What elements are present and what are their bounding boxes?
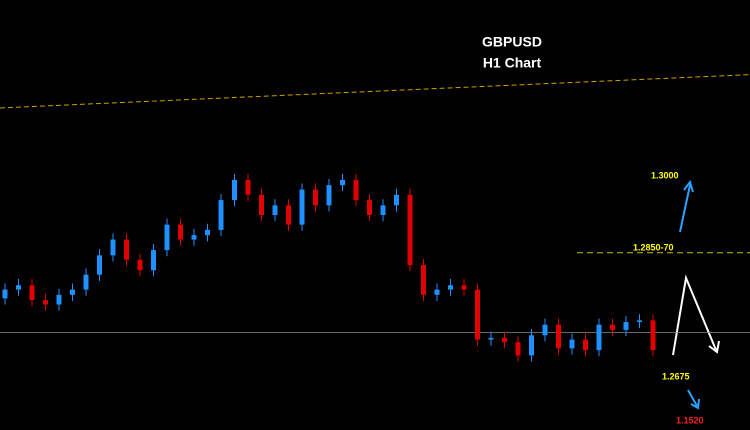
arrows [672, 179, 720, 410]
candle-body [407, 194, 413, 266]
zigzag-arrow [672, 274, 720, 356]
candle-body [164, 224, 170, 251]
candle-body [205, 229, 210, 236]
candle-body [232, 179, 237, 201]
candle-body [97, 255, 102, 275]
candle-body [650, 320, 656, 351]
candle-body [569, 339, 575, 349]
candle-body [70, 289, 75, 295]
candle-body [475, 289, 480, 340]
target-label: 1.3000 [651, 170, 679, 180]
candle-body [326, 185, 332, 206]
candle-body [529, 335, 534, 356]
candle-body [137, 259, 143, 271]
candle-body [515, 342, 521, 356]
candle-body [637, 320, 642, 323]
candle-body [542, 324, 548, 336]
candle-body [367, 200, 372, 215]
candle-body [2, 289, 8, 299]
candle-body [29, 285, 35, 301]
candle-body [583, 339, 588, 351]
candle-body [299, 189, 305, 225]
candle-body [43, 300, 48, 305]
candle-body [502, 337, 507, 343]
candle-body [488, 337, 494, 340]
chart-title: GBPUSD [482, 34, 542, 50]
candle-body [610, 324, 615, 330]
candle-body [110, 239, 116, 256]
down-arrow [687, 389, 700, 410]
candle-body [191, 235, 197, 240]
candle-body [380, 205, 386, 215]
candle-body [56, 294, 62, 305]
candle-body [556, 324, 561, 349]
candle-body [218, 200, 224, 230]
up-arrow [679, 179, 694, 233]
candle-body [353, 179, 359, 201]
candle-body [623, 322, 629, 330]
candle-body [448, 285, 453, 290]
resistance-label: 1.2850-70 [633, 242, 674, 252]
candle-body [313, 189, 318, 206]
chart-subtitle: H1 Chart [483, 55, 542, 71]
candle-body [461, 285, 467, 290]
candle-body [151, 250, 156, 271]
support-label: 1.1520 [676, 415, 704, 425]
support-label: 1.2675 [662, 371, 690, 381]
candle-body [16, 285, 21, 290]
candle-body [394, 194, 399, 206]
candle-body [259, 194, 264, 215]
candle-body [124, 239, 129, 260]
candle-body [434, 289, 440, 295]
candle-body [178, 224, 183, 240]
candle-body [245, 179, 251, 195]
candle-body [83, 274, 89, 290]
trend-line [0, 74, 750, 109]
candle-body [596, 324, 602, 351]
candle-body [286, 205, 291, 225]
candle-body [272, 205, 278, 215]
candle-body [421, 265, 426, 295]
candle-body [340, 179, 345, 186]
